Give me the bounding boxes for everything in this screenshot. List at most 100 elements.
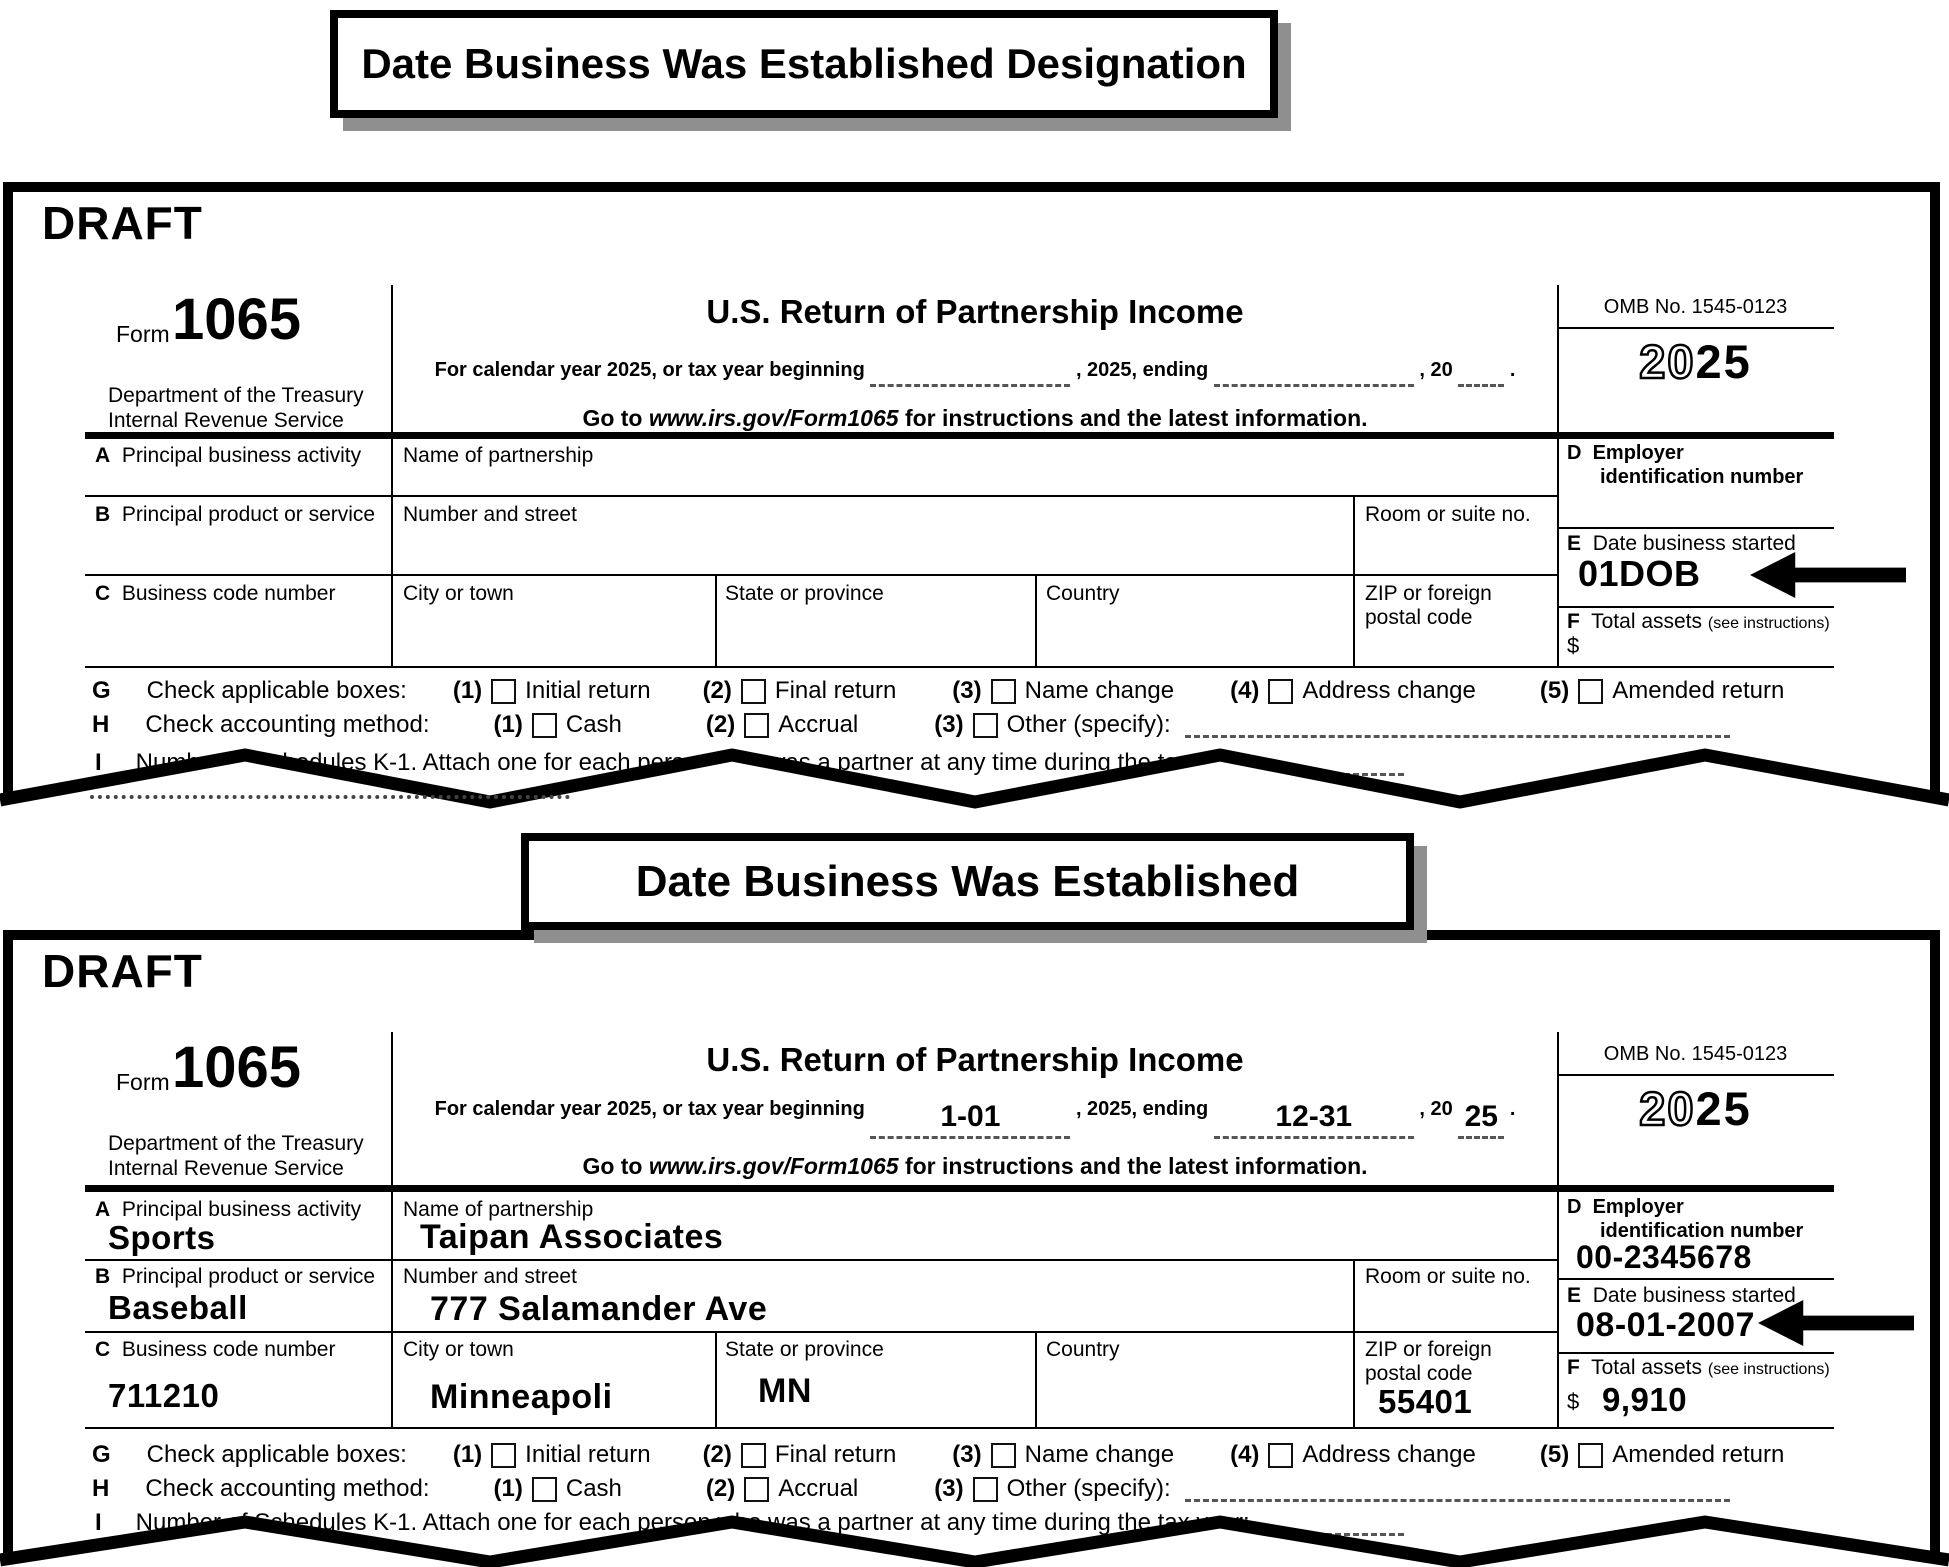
- schedules-k1-field[interactable]: [1271, 1511, 1404, 1536]
- total-assets-value: 9,910: [1602, 1381, 1688, 1418]
- form-border-top: [3, 930, 1940, 940]
- street-label: Number and street: [403, 503, 577, 526]
- tax-year-begin-field[interactable]: [870, 350, 1071, 387]
- field-a-label: A Principal business activity: [95, 1198, 362, 1221]
- other-specify-field[interactable]: [1184, 1477, 1730, 1502]
- grid-line: [1353, 497, 1355, 666]
- field-f-label: F Total assets (see instructions): [1567, 1356, 1830, 1379]
- irs-url: www.irs.gov/Form1065: [648, 405, 899, 431]
- other-specify-field[interactable]: [1184, 713, 1730, 738]
- checkbox-amended-return[interactable]: [1578, 678, 1604, 704]
- header-rule: [85, 432, 1834, 439]
- grid-line: [1557, 285, 1559, 432]
- field-c-label: C Business code number: [95, 1338, 336, 1361]
- product-value: Baseball: [108, 1289, 248, 1326]
- partnership-name-value: Taipan Associates: [420, 1218, 724, 1256]
- calendar-prefix: For calendar year 2025, or tax year begi…: [434, 1098, 865, 1120]
- business-code-value: 711210: [108, 1377, 220, 1414]
- calendar-mid: , 2025, ending: [1075, 359, 1209, 381]
- field-f-label: F Total assets (see instructions): [1567, 610, 1830, 633]
- field-d-label2: identification number: [1600, 466, 1804, 488]
- checkbox-other[interactable]: [972, 1476, 998, 1502]
- header-rule: [85, 1185, 1834, 1192]
- grid-line: [85, 574, 1559, 576]
- field-c-label: C Business code number: [95, 582, 336, 605]
- calendar-period: .: [1509, 359, 1516, 381]
- checkbox-final-return[interactable]: [740, 678, 766, 704]
- room-suite-label: Room or suite no.: [1365, 503, 1531, 526]
- grid-line: [85, 495, 1559, 497]
- state-label: State or province: [725, 582, 884, 605]
- checkbox-name-change[interactable]: [990, 1442, 1016, 1468]
- city-label: City or town: [403, 1338, 514, 1361]
- checkbox-accrual[interactable]: [744, 712, 770, 738]
- arrow-left-icon: [1750, 552, 1906, 598]
- calendar-period: .: [1509, 1098, 1516, 1120]
- checkbox-accrual[interactable]: [744, 1476, 770, 1502]
- calendar-year-line: For calendar year 2025, or tax year begi…: [395, 350, 1555, 387]
- checkbox-address-change[interactable]: [1268, 678, 1294, 704]
- grid-line: [391, 439, 393, 666]
- name-of-partnership-label: Name of partnership: [403, 1198, 594, 1221]
- grid-line: [391, 1032, 393, 1185]
- city-value: Minneapoli: [430, 1378, 613, 1416]
- grid-line: [1557, 439, 1559, 666]
- row-h: H Check accounting method: (1) Cash (2) …: [92, 1475, 1730, 1503]
- irs-line: Internal Revenue Service: [108, 409, 344, 432]
- row-g: G Check applicable boxes: (1) Initial re…: [92, 677, 1785, 704]
- grid-line: [391, 285, 393, 432]
- zip-value: 55401: [1378, 1383, 1473, 1420]
- callout-title-established: Date Business Was Established: [521, 833, 1414, 930]
- callout-title-text: Date Business Was Established: [635, 856, 1300, 906]
- checkbox-other[interactable]: [972, 712, 998, 738]
- form-number: 1065: [172, 287, 302, 352]
- row-h: H Check accounting method: (1) Cash (2) …: [92, 711, 1730, 739]
- street-value: 777 Salamander Ave: [430, 1290, 768, 1328]
- grid-line: [85, 1427, 1834, 1429]
- country-label: Country: [1046, 582, 1120, 605]
- year-outline: 20: [1638, 1081, 1696, 1136]
- state-value: MN: [758, 1372, 812, 1410]
- checkbox-final-return[interactable]: [740, 1442, 766, 1468]
- grid-line: [1557, 527, 1834, 529]
- field-d-label2: identification number: [1600, 1220, 1804, 1242]
- grid-line: [1353, 1259, 1355, 1427]
- tax-year-end-field[interactable]: 12-31: [1213, 1102, 1414, 1139]
- tax-year-yy-field[interactable]: [1458, 350, 1505, 387]
- irs-line: Internal Revenue Service: [108, 1157, 344, 1180]
- state-label: State or province: [725, 1338, 884, 1361]
- callout-title-text: Date Business Was Established Designatio…: [361, 40, 1247, 87]
- checkbox-address-change[interactable]: [1268, 1442, 1294, 1468]
- ein-value: 00-2345678: [1576, 1239, 1752, 1275]
- checkbox-cash[interactable]: [531, 712, 557, 738]
- checkbox-initial-return[interactable]: [491, 1442, 517, 1468]
- grid-line: [715, 1331, 717, 1427]
- tax-year-badge: 2025: [1557, 334, 1834, 389]
- form-title: U.S. Return of Partnership Income: [706, 1041, 1244, 1078]
- form-border-right: [1930, 182, 1940, 805]
- irs-url: www.irs.gov/Form1065: [648, 1153, 899, 1179]
- date-started-value: 01DOB: [1578, 553, 1701, 594]
- field-d-label: D Employer: [1567, 1196, 1684, 1218]
- form-word: Form: [116, 1069, 170, 1095]
- tax-year-yy-field[interactable]: 25: [1458, 1102, 1505, 1139]
- callout-title-designation: Date Business Was Established Designatio…: [330, 10, 1278, 118]
- checkbox-name-change[interactable]: [990, 678, 1016, 704]
- dept-treasury: Department of the Treasury: [108, 384, 364, 407]
- checkbox-initial-return[interactable]: [491, 678, 517, 704]
- grid-line: [85, 666, 1834, 668]
- grid-line: [1035, 1331, 1037, 1427]
- draft-watermark: DRAFT: [42, 945, 203, 997]
- checkbox-amended-return[interactable]: [1578, 1442, 1604, 1468]
- field-e-label: E Date business started: [1567, 1284, 1796, 1307]
- zip-label: ZIP or foreign: [1365, 582, 1492, 605]
- tax-year-end-field[interactable]: [1213, 350, 1414, 387]
- checkbox-cash[interactable]: [531, 1476, 557, 1502]
- tax-year-begin-field[interactable]: 1-01: [870, 1102, 1071, 1139]
- form-border-top: [3, 182, 1940, 192]
- goto-line: Go to www.irs.gov/Form1065 for instructi…: [582, 405, 1368, 431]
- grid-line: [1557, 606, 1834, 608]
- calendar-20: , 20: [1419, 1098, 1453, 1120]
- activity-value: Sports: [108, 1219, 216, 1256]
- year-solid: 25: [1695, 1082, 1752, 1135]
